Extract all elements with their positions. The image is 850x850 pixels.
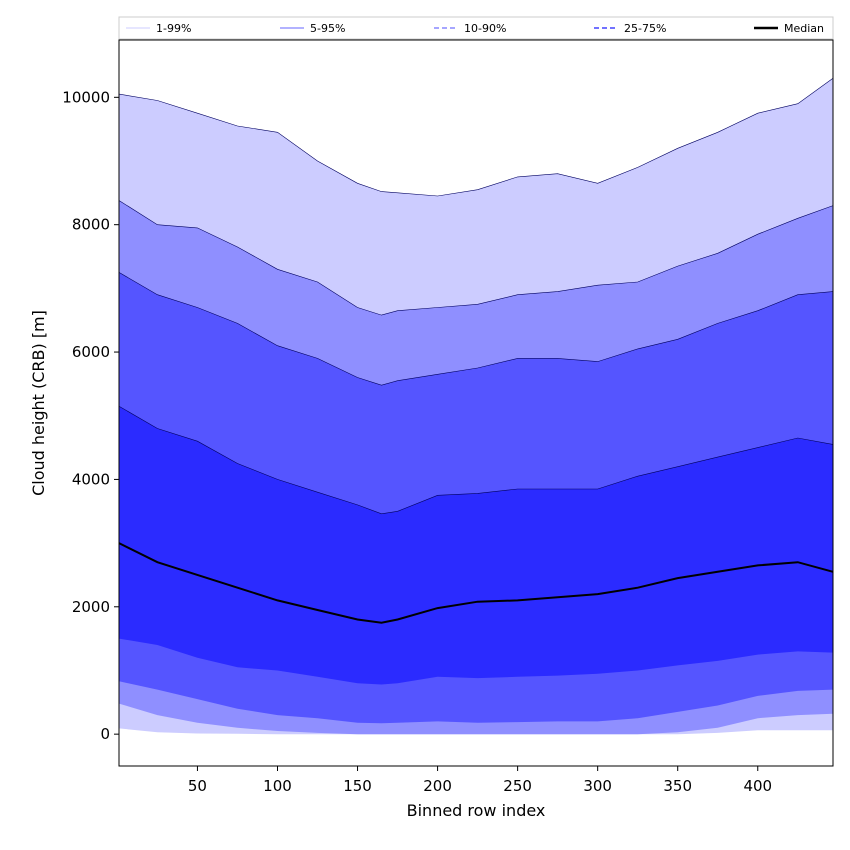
- band-25-75-: [119, 406, 833, 685]
- x-tick-label: 50: [188, 777, 207, 795]
- y-tick-label: 0: [100, 725, 110, 743]
- x-tick-label: 100: [263, 777, 292, 795]
- legend-box: [118, 16, 834, 40]
- x-tick-label: 300: [583, 777, 612, 795]
- legend-label: 5-95%: [310, 22, 345, 35]
- x-tick-label: 350: [663, 777, 692, 795]
- median-layer: [118, 542, 834, 624]
- legend-label: 1-99%: [156, 22, 191, 35]
- legend: 1-99% 5-95% 10-90% 25-75% Median: [118, 16, 834, 40]
- legend-label: Median: [784, 22, 824, 35]
- x-tick-label: 150: [343, 777, 372, 795]
- bands-layer: [118, 77, 834, 735]
- x-tick-label: 200: [423, 777, 452, 795]
- legend-items: 1-99% 5-95% 10-90% 25-75% Median: [126, 22, 824, 35]
- legend-label: 10-90%: [464, 22, 506, 35]
- band-upper-line-1-99-: [118, 77, 834, 197]
- band-upper-line-10-90-: [118, 272, 834, 386]
- x-axis-label: Binned row index: [407, 801, 546, 820]
- band-upper-line-5-95-: [118, 200, 834, 316]
- x-axis-ticks: 50 100 150 200 250 300 350 400: [188, 766, 772, 795]
- band-upper-line-25-75-: [118, 405, 834, 515]
- x-tick-label: 400: [743, 777, 772, 795]
- y-axis-label: Cloud height (CRB) [m]: [29, 310, 48, 496]
- y-tick-label: 4000: [72, 470, 110, 488]
- y-axis-ticks: 0 2000 4000 6000 8000 10000: [62, 88, 119, 743]
- x-tick-label: 250: [503, 777, 532, 795]
- legend-label: 25-75%: [624, 22, 666, 35]
- y-tick-label: 10000: [62, 88, 110, 106]
- y-tick-label: 2000: [72, 598, 110, 616]
- y-tick-label: 6000: [72, 343, 110, 361]
- median-line: [118, 542, 834, 624]
- y-tick-label: 8000: [72, 216, 110, 234]
- plot-frame: [118, 39, 834, 767]
